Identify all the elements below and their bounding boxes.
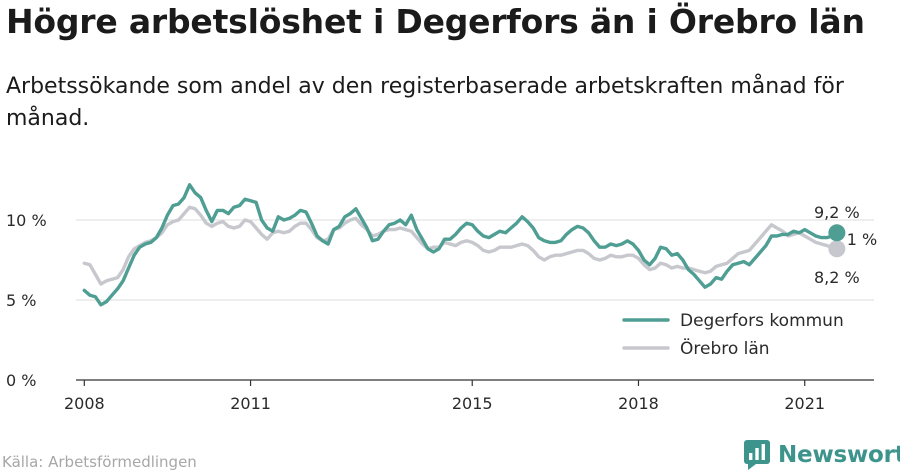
newsworthy-logo-text: Newsworthy <box>778 442 900 468</box>
gridlines <box>76 219 874 301</box>
series-line-degerfors <box>82 183 839 307</box>
series-line-orebro <box>82 205 839 286</box>
y-tick-label: 5 % <box>6 291 36 310</box>
chart-subtitle: Arbetssökande som andel av den registerb… <box>6 74 844 131</box>
chart-title: Högre arbetslöshet i Degerfors än i Öreb… <box>6 2 865 41</box>
endpoint-label-orebro: 8,2 % <box>814 268 860 287</box>
y-tick-label: 0 % <box>6 371 36 390</box>
x-tick-label: 2018 <box>618 394 659 413</box>
endpoint-label-degerfors: 9,2 % <box>814 203 860 222</box>
endpoint-marker-degerfors <box>828 224 846 242</box>
legend-label-orebro: Örebro län <box>680 337 770 359</box>
series-lines <box>82 183 839 307</box>
x-tick-label: 2008 <box>64 394 105 413</box>
y-tick-label: 10 % <box>6 211 47 230</box>
x-tick-label: 2011 <box>230 394 271 413</box>
y-axis-ticks: 0 % 5 % 10 % <box>6 211 47 390</box>
newsworthy-logo-icon <box>744 440 770 470</box>
legend-label-degerfors: Degerfors kommun <box>680 311 844 331</box>
legend: Degerfors kommun Örebro län <box>622 311 844 359</box>
x-tick-label: 2021 <box>784 394 825 413</box>
newsworthy-logo[interactable]: Newsworthy <box>744 440 900 470</box>
source-note: Källa: Arbetsförmedlingen <box>2 453 197 471</box>
endpoint-markers: 8,2 % 9,2 % 1 % <box>814 203 877 287</box>
endpoint-marker-orebro <box>828 240 846 258</box>
x-axis: 2008 2011 2015 2018 2021 <box>64 379 874 413</box>
endpoint-annotation: 1 % <box>847 230 877 249</box>
x-tick-label: 2015 <box>452 394 493 413</box>
